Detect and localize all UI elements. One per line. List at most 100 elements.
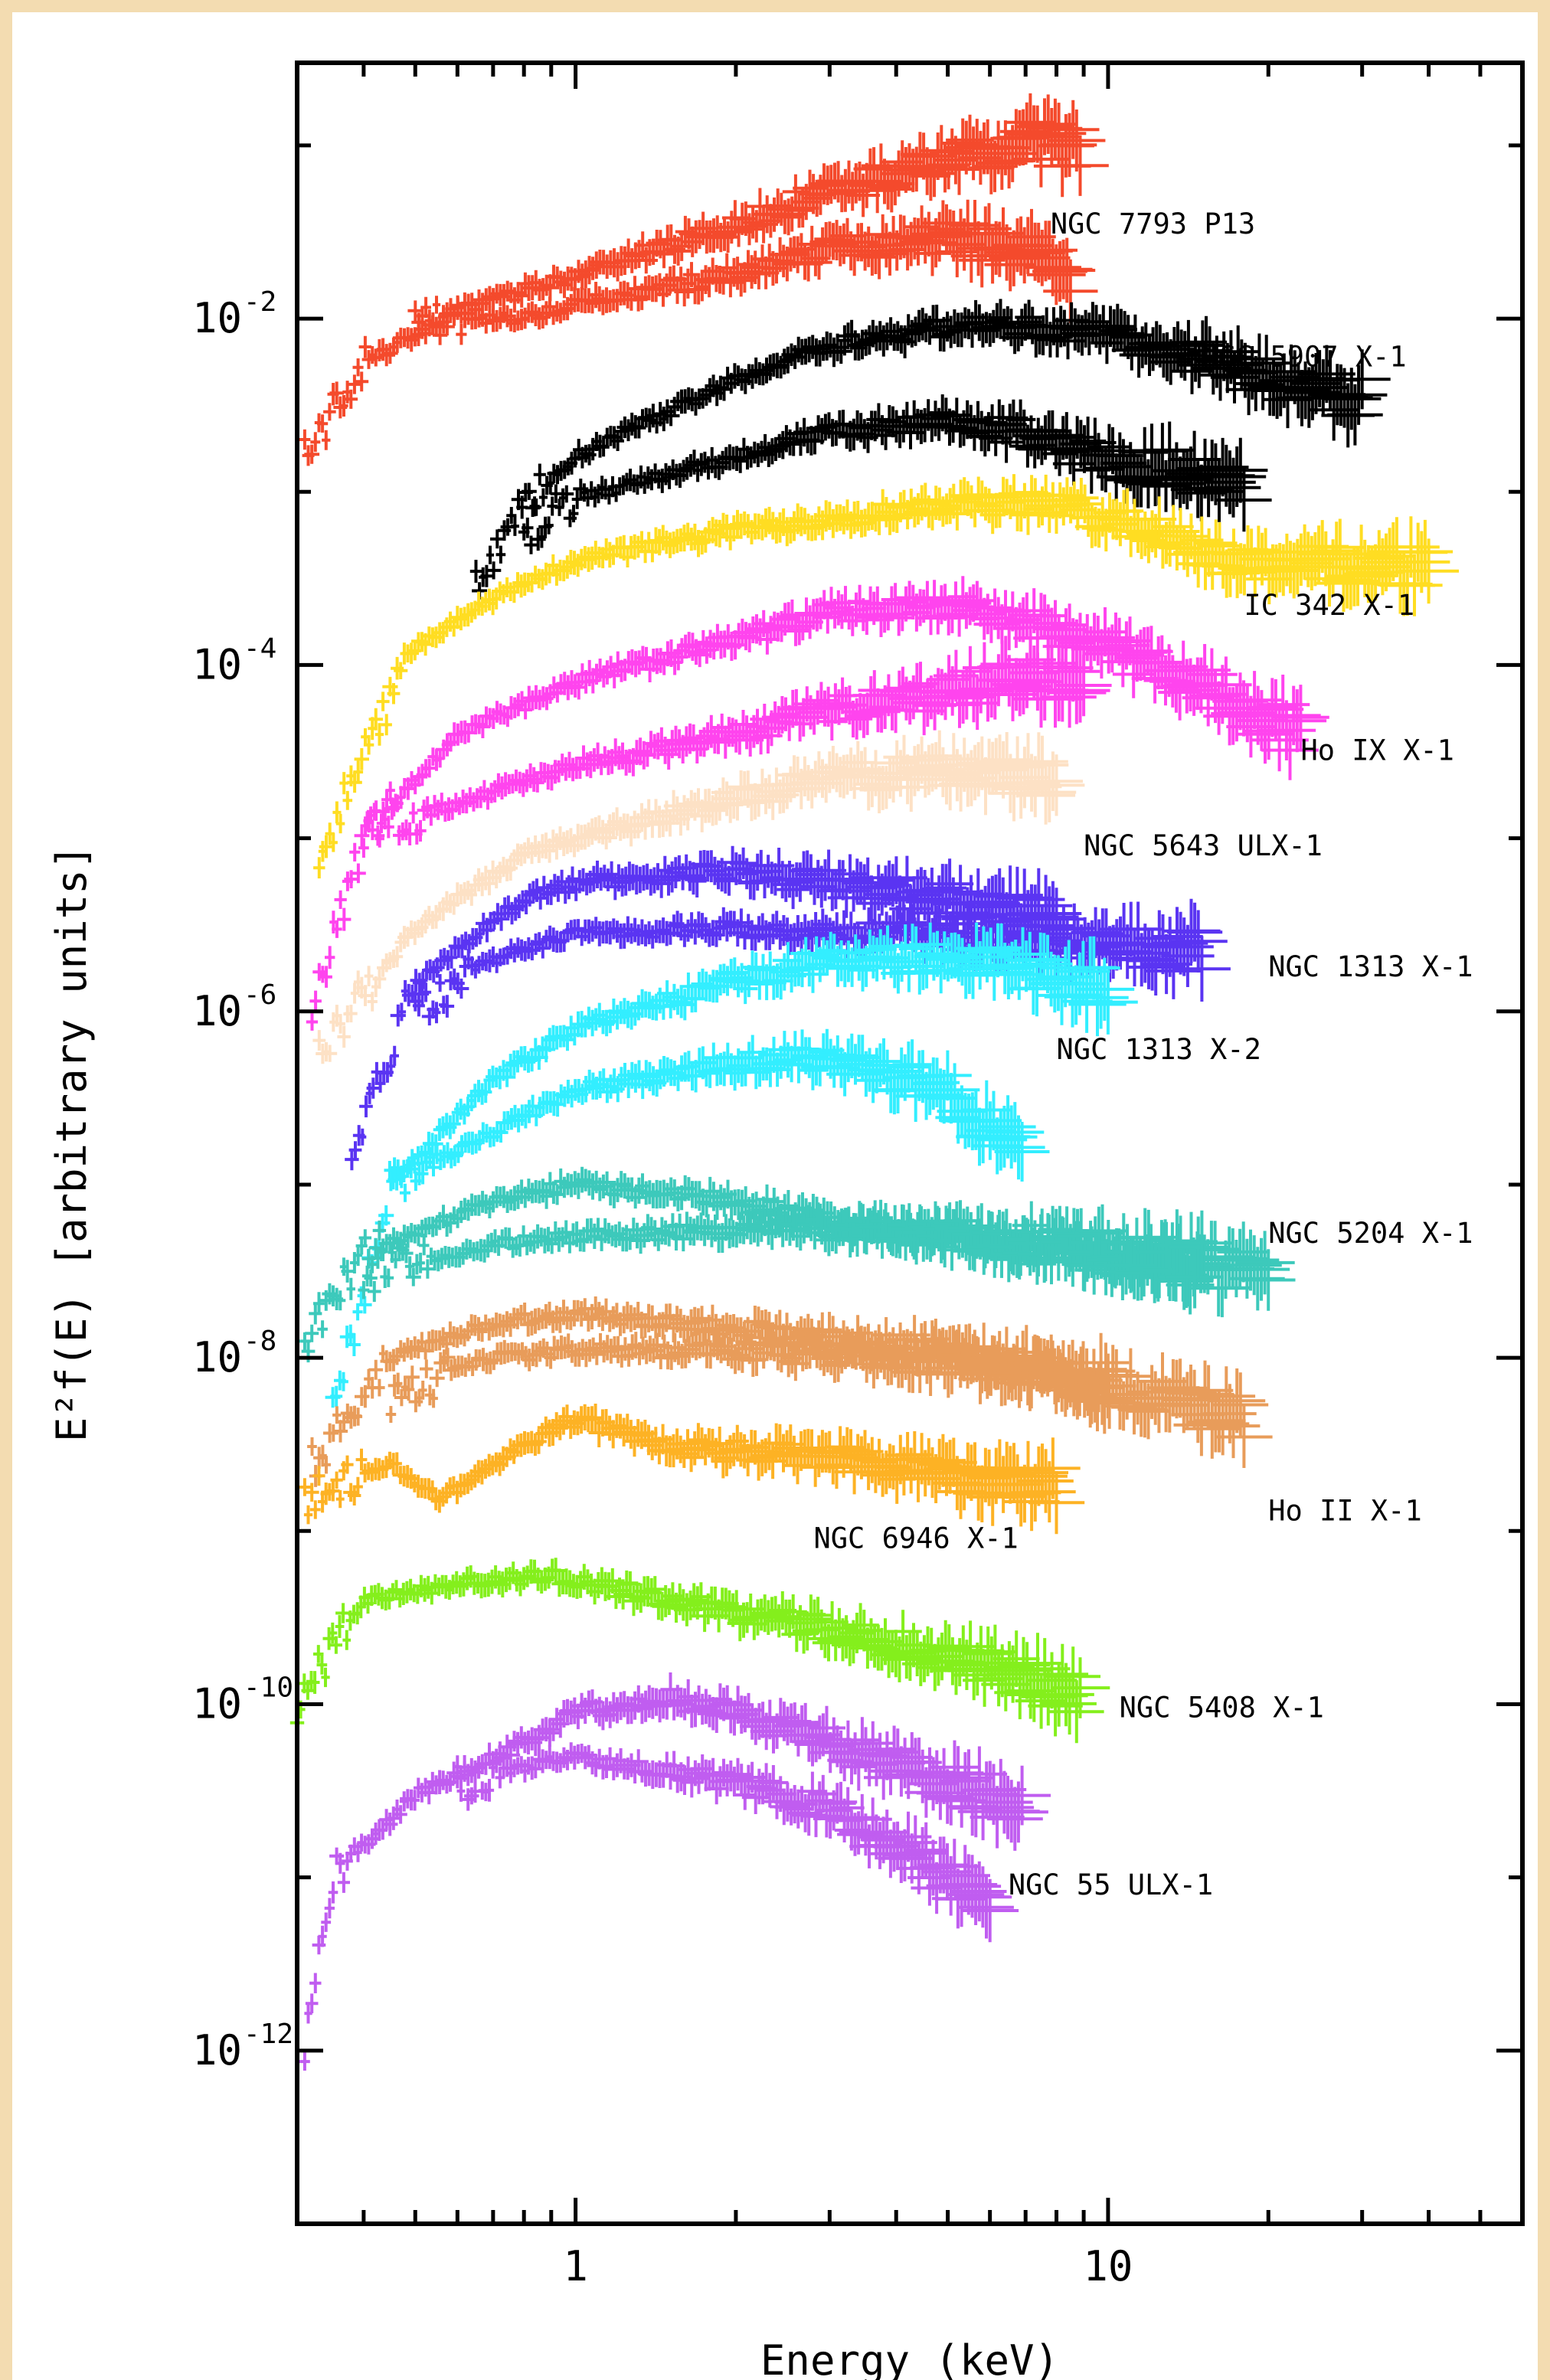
data-point	[728, 264, 754, 297]
data-point	[312, 1030, 326, 1051]
data-point	[354, 748, 369, 770]
data-point	[730, 710, 757, 739]
data-point	[446, 1145, 463, 1166]
data-point	[571, 1079, 587, 1103]
data-point	[994, 1122, 1050, 1182]
data-point	[309, 990, 322, 1012]
data-point	[614, 742, 631, 770]
data-point	[1027, 244, 1086, 306]
data-point	[943, 497, 971, 531]
data-point	[1050, 658, 1110, 723]
data-point	[345, 1148, 359, 1171]
data-point	[424, 1146, 436, 1168]
series-label: NGC 1313 X-1	[1268, 950, 1473, 983]
data-point	[825, 590, 852, 626]
data-point	[665, 531, 682, 554]
data-point	[358, 985, 373, 1006]
data-point	[1154, 917, 1214, 976]
data-point	[538, 1183, 555, 1209]
data-point	[546, 874, 564, 897]
data-point	[492, 907, 510, 931]
data-point	[1027, 670, 1084, 728]
data-point	[387, 683, 401, 705]
data-point	[641, 408, 659, 433]
data-point	[445, 946, 458, 969]
data-point	[672, 266, 689, 292]
data-point	[690, 211, 716, 246]
y-tick-exponent: -10	[244, 1672, 293, 1703]
data-point	[571, 675, 586, 700]
data-point	[354, 1244, 363, 1267]
data-point	[329, 381, 344, 405]
data-point	[767, 776, 800, 813]
y-axis-label: E²f(E) [arbitrary units]	[47, 845, 96, 1442]
data-point	[481, 286, 499, 308]
data-point	[1167, 902, 1223, 962]
y-tick-exponent: -2	[244, 286, 276, 318]
data-point	[839, 740, 876, 784]
y-tick-exponent: -12	[244, 2019, 293, 2050]
data-point	[1250, 708, 1309, 772]
data-point	[418, 1235, 430, 1256]
data-point	[313, 1292, 325, 1316]
data-point	[1266, 685, 1321, 746]
data-point	[884, 600, 914, 636]
data-point	[322, 1283, 338, 1305]
data-point	[390, 1004, 406, 1027]
data-point	[865, 159, 904, 204]
data-point	[1034, 410, 1071, 453]
data-point	[335, 1014, 345, 1034]
data-point	[348, 374, 361, 394]
data-point	[515, 283, 528, 308]
data-point	[571, 1172, 587, 1199]
data-point	[1026, 633, 1077, 695]
data-point	[317, 1320, 328, 1339]
data-point	[1169, 910, 1228, 973]
data-point	[420, 296, 431, 319]
data-point	[339, 772, 349, 795]
data-point	[1142, 496, 1177, 542]
data-point	[1397, 519, 1454, 584]
data-point	[554, 499, 564, 516]
data-point	[409, 802, 418, 824]
data-point	[344, 389, 358, 409]
data-point	[417, 1163, 429, 1185]
data-point	[628, 1064, 643, 1093]
data-point	[1185, 648, 1238, 701]
data-point	[307, 1437, 317, 1456]
data-point	[672, 986, 692, 1018]
data-point	[772, 697, 800, 731]
data-point	[309, 1973, 322, 1993]
data-point	[780, 953, 810, 987]
data-point	[495, 1111, 513, 1134]
data-point	[743, 520, 760, 544]
data-point	[772, 867, 800, 902]
series-label: NGC 5408 X-1	[1120, 1692, 1324, 1725]
data-point	[1272, 685, 1329, 750]
data-point	[490, 529, 505, 549]
data-point	[432, 1002, 441, 1024]
data-point	[1216, 468, 1272, 532]
data-point	[306, 1013, 319, 1031]
data-point	[606, 426, 623, 449]
data-point	[1068, 972, 1127, 1037]
data-point	[358, 335, 372, 358]
data-point	[388, 1580, 404, 1600]
data-point	[597, 437, 610, 457]
data-point	[374, 723, 384, 746]
data-point	[619, 547, 636, 567]
data-point	[1316, 518, 1364, 576]
data-point	[539, 883, 556, 905]
data-point	[987, 667, 1038, 721]
data-point	[390, 1045, 399, 1066]
data-point	[527, 1433, 544, 1456]
data-point	[510, 516, 519, 536]
data-point	[806, 245, 832, 280]
figure-panel: 1 10 10 -2 10 -4 10 -6 10 -8 10 -10 10 -12 NGC 7793 P1…	[12, 12, 1538, 2380]
data-point	[541, 1028, 558, 1052]
data-point	[1204, 450, 1256, 515]
data-point	[868, 602, 894, 637]
data-point	[342, 790, 353, 810]
data-point	[482, 871, 496, 896]
data-point	[334, 890, 347, 909]
